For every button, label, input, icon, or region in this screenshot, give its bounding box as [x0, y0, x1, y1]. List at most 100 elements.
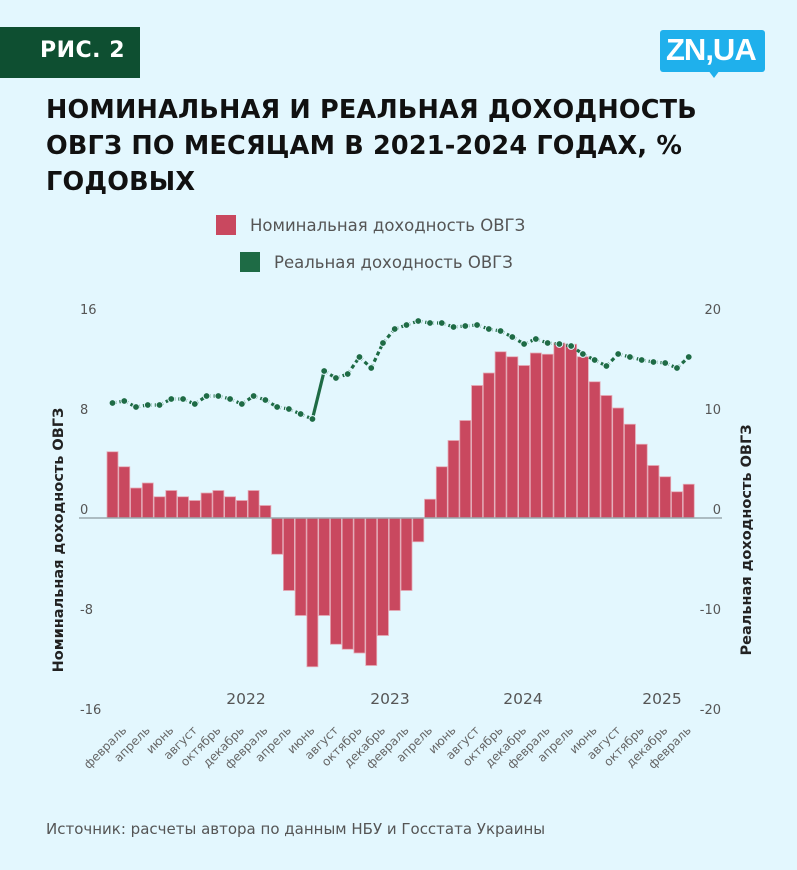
real-line-segment — [369, 342, 385, 369]
right-axis-tick-label: -10 — [700, 603, 721, 618]
legend-label-nominal: Номинальная доходность ОВГЗ — [250, 215, 526, 235]
nominal-bar — [671, 491, 683, 519]
left-axis-tick-label: -16 — [80, 703, 101, 718]
nominal-bar — [235, 500, 248, 519]
real-line-point — [402, 321, 411, 329]
nominal-bar — [471, 385, 483, 519]
real-line-point — [332, 374, 340, 382]
nominal-bar — [682, 483, 695, 519]
source-note: Источник: расчеты автора по данным НБУ и… — [46, 820, 546, 838]
nominal-bar — [130, 487, 142, 519]
nominal-bar — [435, 466, 448, 519]
real-line-point — [414, 317, 423, 325]
real-line-point — [167, 395, 176, 403]
nominal-bar — [612, 407, 625, 519]
real-line-point — [602, 362, 611, 370]
right-axis-tick-label: 20 — [704, 303, 721, 318]
real-line-point — [579, 350, 587, 358]
real-line-point — [285, 405, 293, 413]
real-line-point — [543, 339, 552, 347]
real-line-point — [108, 399, 117, 407]
nominal-bar — [282, 517, 295, 591]
figure-badge-label: РИС. 2 — [40, 38, 126, 63]
year-label: 2025 — [642, 690, 681, 708]
real-line-point — [426, 319, 434, 327]
real-line-point — [155, 401, 164, 409]
nominal-bar — [541, 353, 554, 519]
year-label: 2022 — [226, 690, 265, 708]
nominal-bar — [141, 482, 154, 519]
legend-swatch-real — [240, 252, 260, 272]
real-line-point — [367, 364, 376, 372]
real-line-point — [637, 356, 646, 364]
real-line-point — [261, 396, 270, 404]
nominal-bar — [365, 517, 378, 666]
nominal-bar — [118, 466, 131, 519]
real-line-point — [379, 339, 387, 347]
real-line-point — [179, 395, 187, 403]
nominal-bar — [318, 517, 331, 616]
nominal-bar — [165, 490, 178, 519]
left-axis-title: Номинальная доходность ОВГЗ — [51, 408, 67, 673]
nominal-bar — [647, 465, 660, 519]
figure-badge: РИС. 2 — [0, 27, 140, 78]
real-line-point — [355, 353, 364, 361]
chart-title: НОМИНАЛЬНАЯ И РЕАЛЬНАЯ ДОХОДНОСТЬ ОВГЗ П… — [46, 95, 697, 197]
nominal-bar — [224, 496, 237, 519]
real-line-point — [473, 321, 481, 329]
nominal-bar — [259, 505, 272, 519]
nominal-bar — [306, 517, 319, 668]
real-line-point — [508, 333, 517, 341]
legend-label-real: Реальная доходность ОВГЗ — [274, 252, 513, 272]
left-axis-tick-label: 16 — [80, 303, 97, 318]
real-line-point — [555, 340, 564, 348]
nominal-bar — [565, 343, 578, 519]
nominal-bar — [330, 517, 342, 645]
legend-item-nominal: Номинальная доходность ОВГЗ — [216, 215, 525, 235]
real-line-point — [343, 370, 352, 378]
real-line-point — [590, 356, 599, 364]
real-line-point — [661, 359, 670, 367]
nominal-bar — [424, 498, 436, 519]
nominal-bar — [412, 517, 425, 543]
real-line-point — [132, 403, 140, 411]
real-line-point — [120, 397, 129, 405]
real-line-point — [226, 395, 235, 403]
zn-ua-logo[interactable]: ZN,UA — [660, 30, 765, 78]
real-line-point — [249, 392, 258, 400]
right-axis-title: Реальная доходность ОВГЗ — [739, 424, 755, 655]
nominal-bar — [459, 420, 472, 519]
real-line-point — [484, 325, 493, 333]
nominal-bar — [388, 517, 401, 611]
nominal-bar — [247, 490, 260, 519]
real-line-point — [496, 327, 505, 335]
nominal-bar — [624, 423, 636, 519]
nominal-bar — [577, 356, 589, 519]
real-line-point — [649, 358, 658, 366]
right-axis-tick-label: 10 — [704, 403, 721, 418]
legend-swatch-nominal — [216, 215, 236, 235]
real-line-point — [390, 325, 399, 333]
real-line-point — [437, 319, 446, 327]
nominal-bar — [294, 517, 307, 616]
nominal-bar — [447, 440, 460, 519]
real-line-point — [190, 400, 199, 408]
nominal-bar — [353, 517, 366, 654]
nominal-bar — [529, 352, 542, 519]
real-line-point — [202, 392, 211, 400]
real-line-point — [684, 353, 693, 361]
real-line-point — [273, 403, 282, 411]
real-line-point — [308, 415, 317, 423]
nominal-bar — [494, 351, 507, 519]
real-line-point — [614, 350, 623, 358]
real-line-point — [320, 367, 329, 375]
nominal-bar — [482, 372, 495, 519]
nominal-bar — [506, 356, 519, 519]
nominal-bar — [177, 496, 189, 519]
real-line-point — [520, 340, 528, 348]
right-axis-tick-label: -20 — [700, 703, 721, 718]
nominal-bar — [400, 517, 413, 591]
nominal-bar — [553, 342, 566, 519]
nominal-bar — [271, 517, 284, 555]
